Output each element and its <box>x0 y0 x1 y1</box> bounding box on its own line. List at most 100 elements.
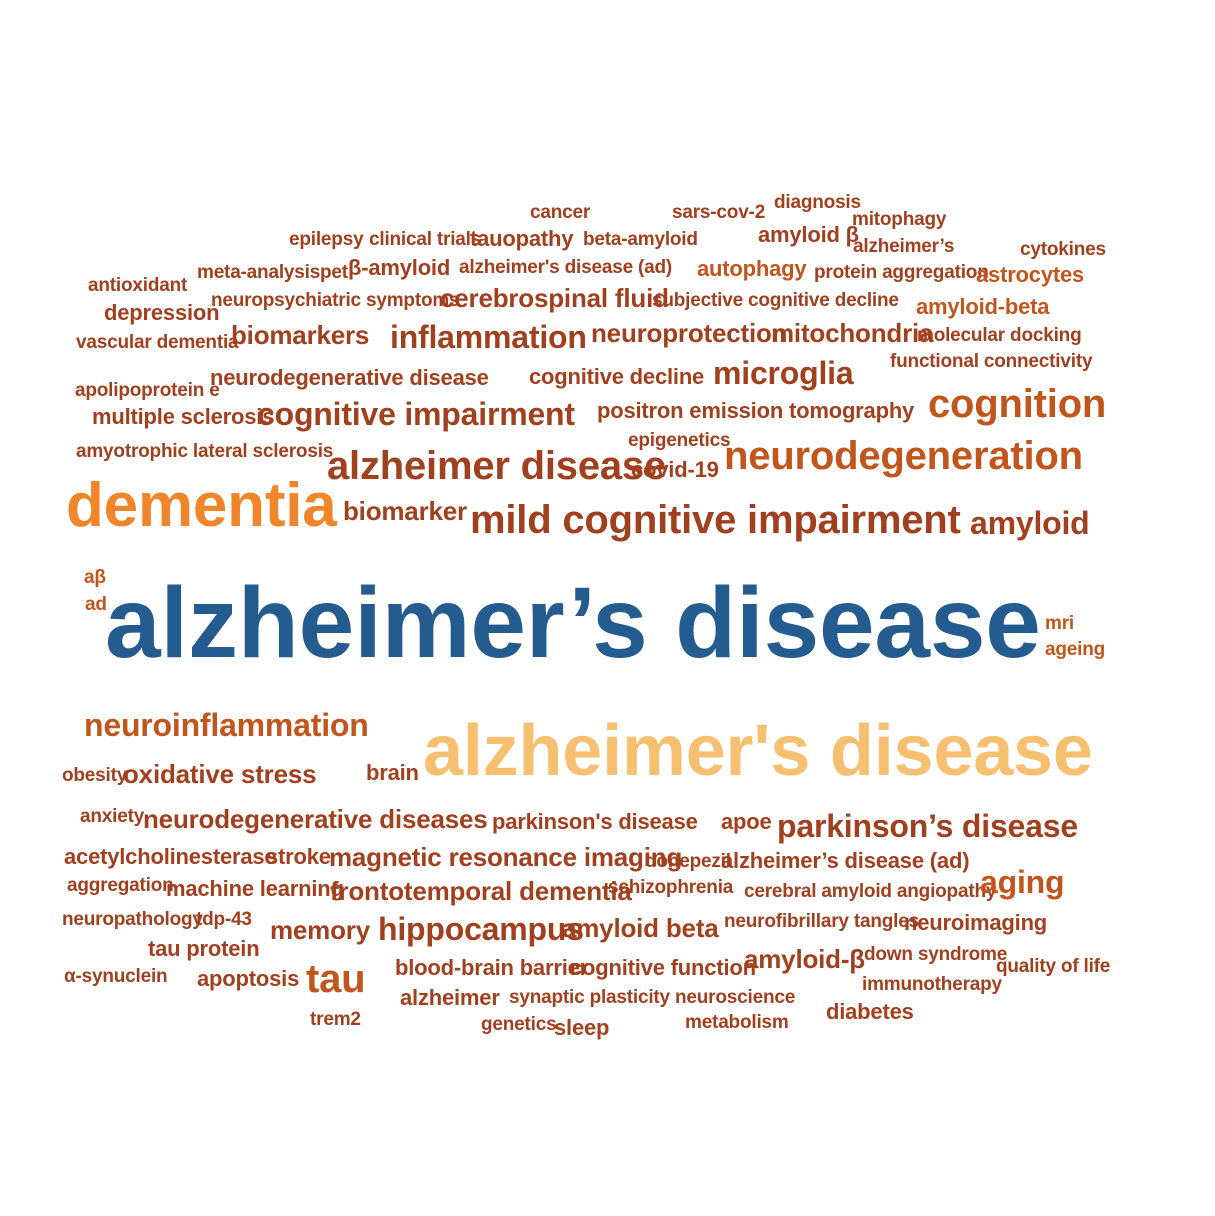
word: neuropathology <box>62 909 203 930</box>
word: tau protein <box>148 936 260 961</box>
word: ageing <box>1045 639 1106 660</box>
word: neurodegeneration <box>724 434 1083 478</box>
word: protein aggregation <box>814 262 989 283</box>
word: alzheimer’s disease <box>105 567 1041 679</box>
word: machine learning <box>166 876 344 901</box>
word: blood-brain barrier <box>395 955 588 980</box>
word: inflammation <box>390 319 587 355</box>
word: aggregation <box>67 875 174 896</box>
word: neuroprotection <box>591 318 788 348</box>
word: neurodegenerative disease <box>210 365 489 390</box>
word: autophagy <box>697 256 807 281</box>
word: dementia <box>66 471 337 540</box>
word: positron emission tomography <box>597 398 915 423</box>
word: alzheimer’s disease (ad) <box>721 848 970 873</box>
word: functional connectivity <box>890 351 1093 372</box>
word: amyloid <box>970 505 1090 541</box>
word: aging <box>980 864 1065 900</box>
word: metabolism <box>685 1012 789 1033</box>
word: epilepsy <box>289 229 364 250</box>
word: antioxidant <box>88 275 188 296</box>
word: biomarkers <box>231 320 370 350</box>
word: α-synuclein <box>64 966 168 987</box>
word: obesity <box>62 765 128 786</box>
word: vascular dementia <box>76 332 239 353</box>
word: meta-analysis <box>197 262 321 283</box>
word: alzheimer's disease <box>423 711 1093 791</box>
word: mild cognitive impairment <box>470 498 961 542</box>
word: apoe <box>721 809 772 834</box>
word: cognitive impairment <box>257 396 575 432</box>
word: sleep <box>554 1015 610 1040</box>
word: multiple sclerosis <box>92 404 275 429</box>
word: molecular docking <box>917 325 1082 346</box>
word: clinical trials <box>369 229 482 250</box>
word: trem2 <box>310 1009 361 1030</box>
word: tau <box>306 957 366 1001</box>
word: apoptosis <box>197 966 300 991</box>
word: frontotemporal dementia <box>330 876 632 906</box>
word: cognitive decline <box>529 364 705 389</box>
word: parkinson's disease <box>492 809 698 834</box>
word: diabetes <box>826 999 914 1024</box>
word: alzheimer disease <box>327 444 667 488</box>
word: neuroinflammation <box>84 707 369 743</box>
word: amyloid-beta <box>916 294 1050 319</box>
word: oxidative stress <box>123 759 317 789</box>
word: down syndrome <box>864 944 1008 965</box>
word: covid-19 <box>631 457 719 482</box>
word: tdp-43 <box>196 909 252 930</box>
word: acetylcholinesterase <box>64 844 277 869</box>
word: neuroimaging <box>904 910 1048 935</box>
word: stroke <box>266 844 331 869</box>
word: depression <box>104 300 220 325</box>
word: parkinson’s disease <box>777 808 1078 844</box>
word: neuropsychiatric symptoms <box>211 290 460 311</box>
word: neurofibrillary tangles <box>724 911 919 932</box>
word: mitochondria <box>771 318 934 348</box>
word: genetics <box>481 1014 557 1035</box>
word: β-amyloid <box>348 255 451 280</box>
word: ad <box>85 594 107 615</box>
word: sars-cov-2 <box>672 202 766 223</box>
word: neuroscience <box>675 987 796 1008</box>
word: tauopathy <box>470 226 574 251</box>
word: cytokines <box>1020 239 1106 260</box>
word: synaptic plasticity <box>509 987 670 1008</box>
word: cerebrospinal fluid <box>440 283 669 313</box>
word: biomarker <box>343 496 467 526</box>
word: quality of life <box>996 956 1111 977</box>
word: amyotrophic lateral sclerosis <box>76 441 334 462</box>
word: memory <box>270 915 370 945</box>
word: apolipoprotein e <box>75 380 220 401</box>
word: diagnosis <box>774 192 861 213</box>
word: microglia <box>713 355 854 391</box>
word: neurodegenerative diseases <box>143 804 488 834</box>
word: astrocytes <box>976 262 1085 287</box>
word: alzheimer <box>400 985 500 1010</box>
word: amyloid-β <box>744 944 865 974</box>
word: brain <box>366 760 419 785</box>
word: immunotherapy <box>862 974 1002 995</box>
word: schizophrenia <box>608 877 734 898</box>
word: anxiety <box>80 806 145 827</box>
word: subjective cognitive decline <box>652 290 899 311</box>
word: pet <box>320 262 348 283</box>
word: mri <box>1045 613 1074 634</box>
word: amyloid beta <box>562 913 719 943</box>
word: magnetic resonance imaging <box>329 842 683 872</box>
word: beta-amyloid <box>583 229 698 250</box>
word: donepezil <box>645 851 731 872</box>
word: cognition <box>928 382 1107 426</box>
word: cancer <box>530 202 591 223</box>
word: alzheimer's disease (ad) <box>459 257 673 278</box>
word: mitophagy <box>852 209 947 230</box>
word: cerebral amyloid angiopathy <box>744 881 997 902</box>
word: alzheimer’s <box>853 236 955 257</box>
word: epigenetics <box>628 430 731 451</box>
word: cognitive function <box>570 955 756 980</box>
word: aβ <box>84 567 106 588</box>
word: amyloid β <box>758 222 859 247</box>
word: hippocampus <box>378 911 584 947</box>
